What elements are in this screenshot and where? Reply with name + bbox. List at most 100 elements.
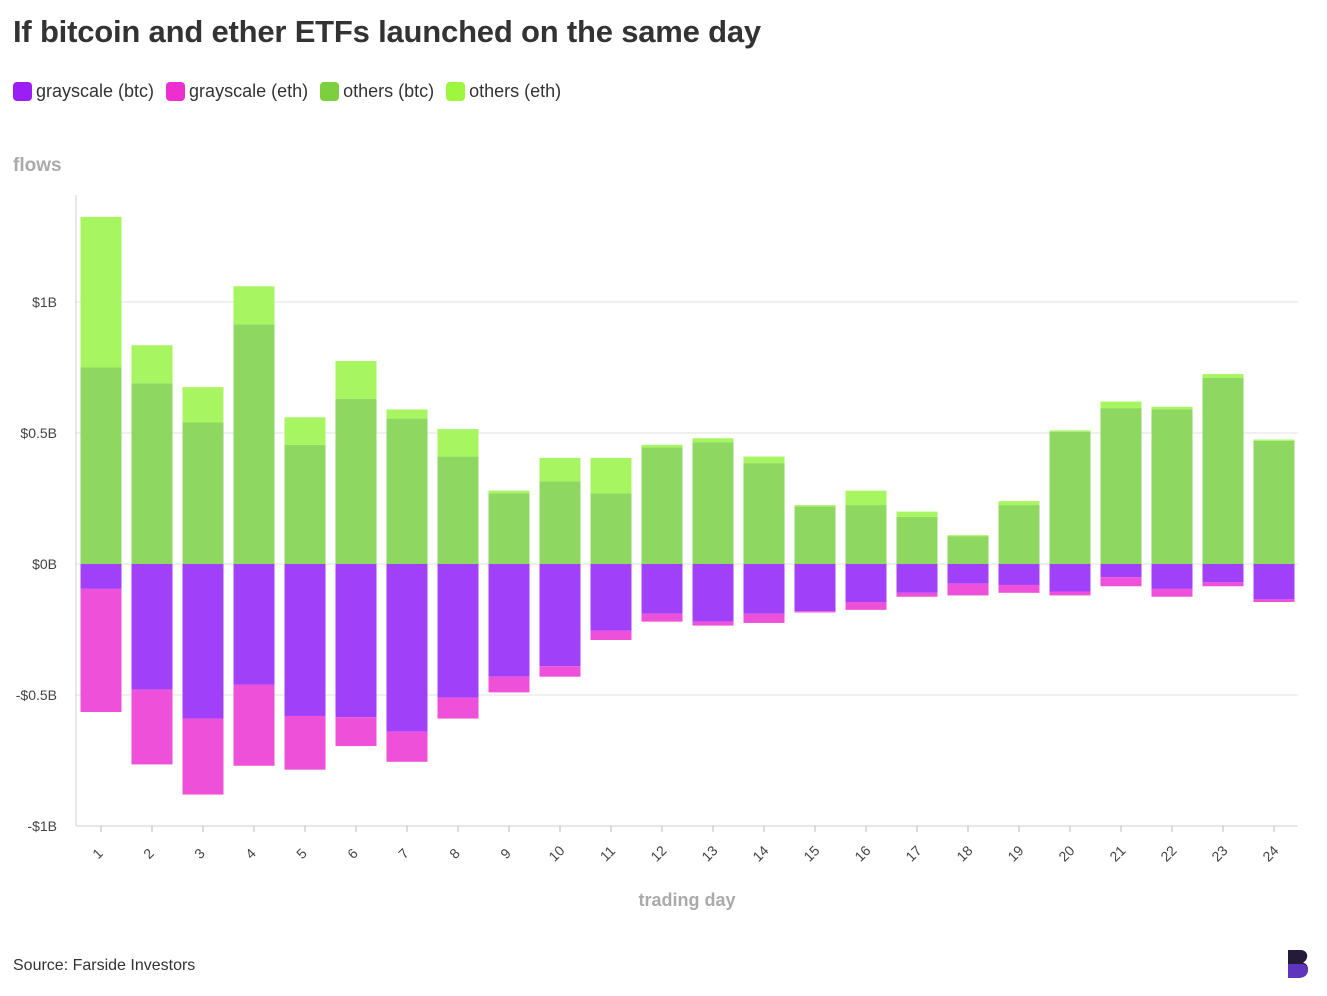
bar-others-btc[interactable] [1049, 431, 1091, 564]
bar-grayscale-btc[interactable] [1049, 564, 1091, 592]
bar-grayscale-btc[interactable] [182, 564, 224, 719]
bar-grayscale-btc[interactable] [131, 564, 173, 690]
bar-others-btc[interactable] [896, 516, 938, 564]
bar-others-eth[interactable] [1202, 374, 1244, 378]
bar-others-btc[interactable] [641, 447, 683, 564]
bar-grayscale-eth[interactable] [131, 689, 173, 765]
bar-grayscale-btc[interactable] [896, 564, 938, 593]
bar-others-eth[interactable] [794, 505, 836, 507]
bar-grayscale-eth[interactable] [1253, 599, 1295, 602]
bar-others-btc[interactable] [998, 505, 1040, 564]
bar-grayscale-eth[interactable] [1100, 577, 1142, 587]
bar-others-eth[interactable] [896, 511, 938, 517]
bar-grayscale-eth[interactable] [998, 584, 1040, 593]
bar-grayscale-eth[interactable] [539, 666, 581, 677]
bar-others-eth[interactable] [590, 457, 632, 494]
bar-others-btc[interactable] [845, 505, 887, 564]
bar-grayscale-btc[interactable] [1202, 564, 1244, 583]
bar-grayscale-eth[interactable] [947, 583, 989, 596]
bar-others-btc[interactable] [80, 367, 122, 565]
legend-item-grayscale-btc[interactable]: grayscale (btc) [13, 81, 154, 102]
bar-others-eth[interactable] [131, 345, 173, 384]
bar-grayscale-btc[interactable] [437, 564, 479, 698]
bar-grayscale-eth[interactable] [896, 592, 938, 597]
bar-others-eth[interactable] [80, 216, 122, 368]
legend-item-grayscale-eth[interactable]: grayscale (eth) [166, 81, 308, 102]
bar-others-btc[interactable] [1100, 408, 1142, 564]
bar-grayscale-btc[interactable] [233, 564, 275, 685]
bar-grayscale-btc[interactable] [80, 564, 122, 589]
bar-grayscale-eth[interactable] [794, 611, 836, 613]
bar-others-eth[interactable] [641, 444, 683, 448]
bar-grayscale-btc[interactable] [998, 564, 1040, 585]
bar-grayscale-eth[interactable] [80, 588, 122, 713]
bar-others-btc[interactable] [947, 536, 989, 564]
bar-grayscale-btc[interactable] [335, 564, 377, 718]
bar-others-eth[interactable] [182, 387, 224, 423]
bar-grayscale-eth[interactable] [1202, 582, 1244, 587]
bar-others-btc[interactable] [1202, 377, 1244, 564]
bar-grayscale-btc[interactable] [1151, 564, 1193, 589]
bar-others-eth[interactable] [692, 438, 734, 443]
bar-grayscale-btc[interactable] [692, 564, 734, 622]
bar-others-eth[interactable] [1151, 406, 1193, 410]
bar-grayscale-btc[interactable] [284, 564, 326, 716]
bar-grayscale-btc[interactable] [539, 564, 581, 667]
bar-others-eth[interactable] [233, 286, 275, 325]
bar-grayscale-btc[interactable] [1253, 564, 1295, 600]
bar-others-eth[interactable] [488, 490, 530, 494]
bar-grayscale-eth[interactable] [692, 621, 734, 626]
bar-grayscale-btc[interactable] [1100, 564, 1142, 578]
bar-grayscale-btc[interactable] [641, 564, 683, 614]
bar-others-btc[interactable] [437, 456, 479, 564]
bar-others-btc[interactable] [335, 398, 377, 564]
bar-grayscale-eth[interactable] [284, 715, 326, 770]
bar-others-btc[interactable] [590, 493, 632, 564]
legend-item-others-eth[interactable]: others (eth) [446, 81, 561, 102]
bar-grayscale-btc[interactable] [743, 564, 785, 614]
bar-grayscale-eth[interactable] [1151, 588, 1193, 597]
bar-grayscale-btc[interactable] [386, 564, 428, 732]
bar-others-eth[interactable] [743, 456, 785, 464]
legend-item-others-btc[interactable]: others (btc) [320, 81, 434, 102]
bar-grayscale-eth[interactable] [590, 630, 632, 640]
bar-grayscale-eth[interactable] [488, 676, 530, 693]
bar-grayscale-eth[interactable] [386, 731, 428, 762]
bar-others-eth[interactable] [845, 490, 887, 506]
bar-others-btc[interactable] [233, 324, 275, 564]
bar-others-eth[interactable] [539, 457, 581, 482]
bar-others-btc[interactable] [692, 442, 734, 564]
bar-grayscale-eth[interactable] [641, 613, 683, 622]
bar-grayscale-btc[interactable] [590, 564, 632, 631]
bar-grayscale-eth[interactable] [335, 717, 377, 747]
bar-grayscale-btc[interactable] [488, 564, 530, 677]
bar-others-btc[interactable] [386, 418, 428, 564]
bar-others-btc[interactable] [1151, 409, 1193, 564]
bar-others-btc[interactable] [794, 506, 836, 564]
bar-others-btc[interactable] [182, 422, 224, 564]
bar-grayscale-eth[interactable] [233, 684, 275, 766]
bar-others-btc[interactable] [488, 493, 530, 564]
bar-grayscale-eth[interactable] [182, 718, 224, 795]
bar-others-eth[interactable] [386, 409, 428, 419]
bar-others-eth[interactable] [335, 360, 377, 399]
bar-others-btc[interactable] [284, 444, 326, 564]
bar-grayscale-eth[interactable] [1049, 591, 1091, 596]
bar-others-eth[interactable] [998, 501, 1040, 506]
bar-grayscale-eth[interactable] [743, 613, 785, 623]
bar-grayscale-eth[interactable] [845, 601, 887, 610]
bar-others-eth[interactable] [284, 417, 326, 445]
bar-grayscale-btc[interactable] [845, 564, 887, 602]
bar-others-btc[interactable] [1253, 440, 1295, 564]
bar-grayscale-eth[interactable] [437, 697, 479, 719]
bar-others-btc[interactable] [743, 463, 785, 564]
bar-others-eth[interactable] [1100, 401, 1142, 409]
bar-others-btc[interactable] [539, 481, 581, 564]
bar-grayscale-btc[interactable] [794, 564, 836, 612]
bar-grayscale-btc[interactable] [947, 564, 989, 584]
bar-others-btc[interactable] [131, 383, 173, 564]
bar-others-eth[interactable] [947, 535, 989, 537]
bar-others-eth[interactable] [437, 429, 479, 457]
bar-others-eth[interactable] [1253, 439, 1295, 441]
bar-others-eth[interactable] [1049, 430, 1091, 432]
